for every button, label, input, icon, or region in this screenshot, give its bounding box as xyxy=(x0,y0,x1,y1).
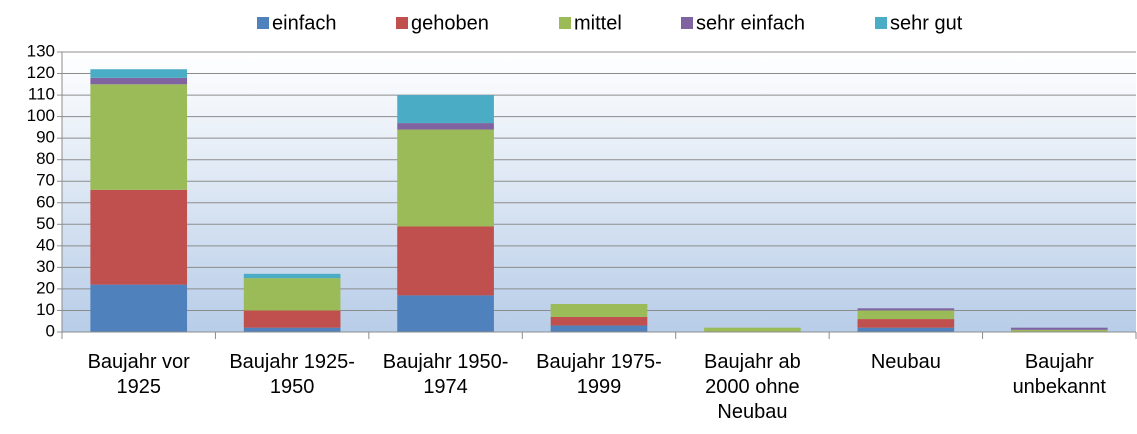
bar-segment xyxy=(550,325,648,332)
bar-segment xyxy=(397,226,494,296)
legend-swatch xyxy=(681,17,693,29)
legend-label: sehr gut xyxy=(890,12,963,34)
y-tick-label: 130 xyxy=(27,41,55,60)
y-tick-label: 30 xyxy=(36,257,55,276)
bar-segment xyxy=(243,327,341,332)
legend-label: einfach xyxy=(272,12,337,34)
bar-segment xyxy=(397,295,494,332)
x-tick-label: Baujahr unbekannt xyxy=(1012,351,1106,398)
bar-segment xyxy=(90,189,188,285)
legend-label: sehr einfach xyxy=(696,12,805,34)
bar-segment xyxy=(397,123,494,130)
y-tick-label: 90 xyxy=(36,128,55,147)
y-tick-label: 70 xyxy=(36,171,55,190)
bar-segment xyxy=(857,308,955,311)
x-tick-label: Baujahr 1975-1999 xyxy=(536,351,662,398)
legend-label: mittel xyxy=(574,12,622,34)
y-tick-label: 120 xyxy=(27,63,55,82)
legend-swatch xyxy=(257,17,269,29)
bar-segment xyxy=(857,319,955,328)
bar-segment xyxy=(90,77,188,85)
y-tick-label: 10 xyxy=(36,300,55,319)
x-tick-label: Baujahr vor 1925 xyxy=(87,351,190,398)
legend-swatch xyxy=(396,17,408,29)
legend-swatch xyxy=(875,17,887,29)
y-tick-label: 50 xyxy=(36,214,55,233)
x-tick-label: Baujahr ab 2000 ohne Neubau xyxy=(704,351,801,423)
legend-swatch xyxy=(559,17,571,29)
bar-segment xyxy=(243,310,341,328)
y-tick-label: 80 xyxy=(36,149,55,168)
x-tick-label: Neubau xyxy=(870,351,941,373)
bar-segment xyxy=(550,316,648,326)
bar-segment xyxy=(397,129,494,227)
y-tick-label: 0 xyxy=(46,321,55,340)
bar-segment xyxy=(857,327,955,332)
bar-segment xyxy=(704,327,801,332)
y-tick-label: 100 xyxy=(27,106,55,125)
bar-segment xyxy=(90,284,188,332)
bar-segment xyxy=(1010,327,1108,330)
x-tick-label: Baujahr 1925-1950 xyxy=(229,351,355,398)
bar-segment xyxy=(243,278,341,311)
legend-label: gehoben xyxy=(411,12,489,34)
y-tick-label: 110 xyxy=(28,85,55,104)
bar-segment xyxy=(1010,329,1108,332)
x-tick-label: Baujahr 1950-1974 xyxy=(382,351,509,398)
y-tick-label: 20 xyxy=(36,278,55,297)
bar-segment xyxy=(857,310,955,320)
y-tick-label: 60 xyxy=(36,192,55,211)
plot-background xyxy=(62,52,1136,332)
bar-segment xyxy=(550,304,648,317)
bar-segment xyxy=(397,95,494,124)
y-tick-label: 40 xyxy=(36,235,55,254)
bar-segment xyxy=(243,273,341,279)
bar-segment xyxy=(90,84,188,190)
bar-segment xyxy=(90,69,188,78)
